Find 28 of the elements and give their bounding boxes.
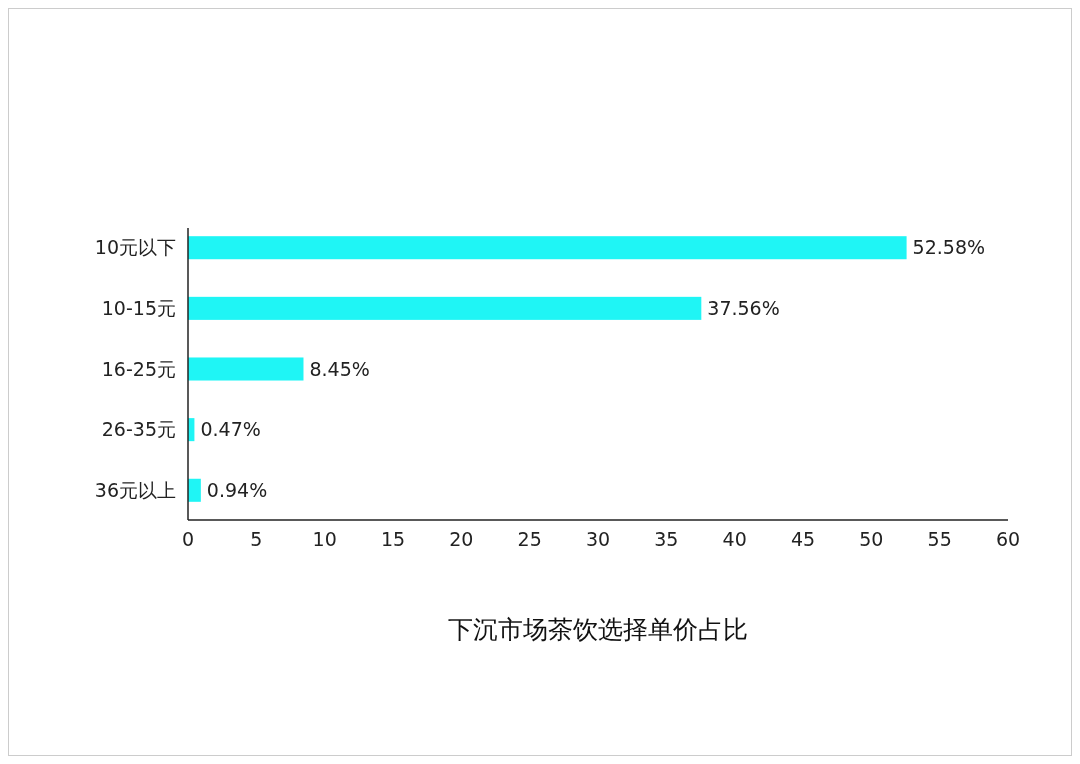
x-tick-label: 10 (312, 528, 337, 550)
x-tick-label: 30 (585, 528, 611, 550)
data-label: 0.94% (206, 478, 268, 501)
x-tick-label: 50 (859, 528, 884, 550)
x-tick-label: 20 (449, 528, 474, 550)
x-tick-label: 15 (380, 528, 406, 550)
x-tick-label: 45 (790, 528, 816, 550)
data-label: 8.45% (309, 357, 370, 380)
x-tick-label: 55 (927, 528, 952, 550)
y-tick-label: 36元以上 (94, 478, 176, 501)
bar (188, 236, 907, 260)
x-tick-label: 35 (654, 528, 679, 550)
x-tick-label: 40 (722, 528, 747, 550)
data-label: 52.58% (912, 236, 986, 259)
y-tick-label: 10元以下 (94, 236, 176, 259)
x-tick-label: 0 (181, 528, 195, 550)
x-tick-label: 25 (517, 528, 542, 550)
data-label: 0.47% (200, 418, 261, 441)
y-tick-label: 16-25元 (101, 357, 176, 380)
y-tick-label: 26-35元 (101, 418, 176, 441)
text: 下沉市场茶饮选择单价占比 (448, 615, 748, 644)
x-tick-label: 5 (250, 528, 263, 550)
y-tick-label: 10-15元 (101, 297, 176, 320)
bar (188, 296, 702, 320)
bar (188, 478, 201, 502)
x-tick-label: 60 (995, 528, 1021, 550)
bar (188, 357, 304, 381)
data-label: 37.56% (707, 297, 780, 320)
